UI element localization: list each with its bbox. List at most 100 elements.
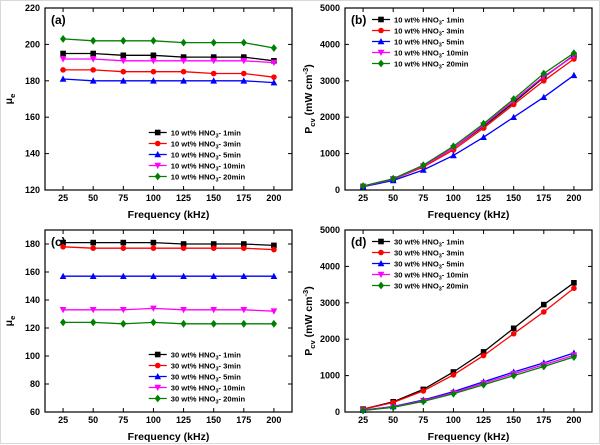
legend-entry-label: 10 wt% HNO3- 3min xyxy=(394,27,465,38)
data-point-marker xyxy=(180,272,187,279)
series-line xyxy=(362,52,575,187)
legend-entry-label: 10 wt% HNO3- 5min xyxy=(394,38,465,49)
x-tick-label: 25 xyxy=(58,193,68,203)
data-point-marker xyxy=(541,309,547,315)
data-point-marker xyxy=(571,285,577,292)
data-point-marker xyxy=(154,384,162,391)
data-point-marker xyxy=(570,71,578,79)
x-tick-label: 125 xyxy=(176,415,191,425)
x-tick-label: 100 xyxy=(446,415,461,425)
series-line xyxy=(63,69,274,78)
y-tick-label: 5000 xyxy=(320,225,340,235)
data-point-marker xyxy=(150,68,157,75)
data-point-marker xyxy=(510,95,517,103)
series-line xyxy=(63,321,274,325)
data-point-marker xyxy=(360,406,367,415)
panel-label: (b) xyxy=(351,13,366,27)
y-tick-label: 4000 xyxy=(320,39,340,49)
legend-entry-label: 30 wt% HNO3- 5min xyxy=(394,260,465,271)
panel-label: (d) xyxy=(351,235,366,249)
x-axis-label: Frequency (kHz) xyxy=(428,209,510,221)
data-point-marker xyxy=(120,36,127,45)
data-point-marker xyxy=(120,319,127,328)
data-point-marker xyxy=(240,38,247,47)
series-line xyxy=(63,38,275,49)
x-tick-label: 150 xyxy=(506,193,521,203)
x-tick-label: 50 xyxy=(388,193,398,203)
data-point-marker xyxy=(89,77,97,84)
x-tick-label: 125 xyxy=(476,415,491,425)
data-point-marker xyxy=(180,319,187,328)
y-tick-label: 220 xyxy=(25,3,40,13)
series-line xyxy=(362,74,575,188)
legend-entry-label: 30 wt% HNO3- 5min xyxy=(171,373,242,384)
x-tick-label: 25 xyxy=(358,193,368,203)
y-tick-label: 160 xyxy=(25,112,40,122)
x-tick-label: 150 xyxy=(206,193,221,203)
x-axis-label: Frequency (kHz) xyxy=(128,209,210,221)
chart-b-powerloss-10wt: 25 50 75 100 125 150 175 2000100020003000400050… xyxy=(301,3,593,221)
legend-entry-label: 10 wt% HNO3- 3min xyxy=(171,140,242,151)
y-tick-label: 4000 xyxy=(320,261,340,271)
data-point-marker xyxy=(420,388,427,394)
x-tick-label: 75 xyxy=(118,193,128,203)
data-point-marker xyxy=(210,307,217,314)
data-point-marker xyxy=(210,272,217,279)
data-point-marker xyxy=(150,77,157,84)
data-point-marker xyxy=(150,239,157,246)
data-point-marker xyxy=(571,280,577,286)
legend-entry-label: 10 wt% HNO3- 10min xyxy=(171,162,246,173)
plot-frame xyxy=(44,229,293,413)
legend-entry-label: 10 wt% HNO3- 20min xyxy=(394,60,469,71)
data-point-marker xyxy=(89,307,97,314)
x-tick-label: 50 xyxy=(88,415,98,425)
data-point-marker xyxy=(90,36,97,45)
data-point-marker xyxy=(90,239,96,246)
legend-entry-label: 10 wt% HNO3- 20min xyxy=(171,173,246,184)
chart-a-permeability-10wt: 25 50 75 100 125 150 175 200 120 140 160 180 200 220 F… xyxy=(3,3,293,221)
data-point-marker xyxy=(180,245,187,251)
legend-entry-label: 30 wt% HNO3- 1min xyxy=(171,351,242,362)
data-point-marker xyxy=(89,56,97,63)
data-point-marker xyxy=(60,244,66,250)
y-tick-label: 3000 xyxy=(320,298,340,308)
legend-entry-label: 10 wt% HNO3- 5min xyxy=(171,151,242,162)
data-point-marker xyxy=(180,307,187,314)
data-point-marker xyxy=(154,373,162,380)
y-axis-label: Pcv (mW cm-3) xyxy=(301,64,317,133)
data-point-marker xyxy=(154,172,161,181)
y-tick-label: 1000 xyxy=(320,149,340,159)
data-point-marker xyxy=(150,58,157,65)
y-tick-label: 2000 xyxy=(320,334,340,344)
data-point-marker xyxy=(150,52,157,59)
x-tick-label: 75 xyxy=(418,193,428,203)
data-point-marker xyxy=(480,119,487,128)
data-point-marker xyxy=(90,245,96,251)
data-point-marker xyxy=(59,56,67,63)
data-point-marker xyxy=(271,242,277,249)
data-point-marker xyxy=(120,245,127,251)
data-point-marker xyxy=(541,301,547,308)
legend-entry-label: 10 wt% HNO3- 10min xyxy=(394,49,469,60)
data-point-marker xyxy=(540,69,547,78)
data-point-marker xyxy=(210,245,217,251)
data-point-marker xyxy=(510,371,517,380)
data-point-marker xyxy=(377,271,385,278)
x-tick-label: 125 xyxy=(176,193,191,203)
panel-label: (a) xyxy=(51,13,66,27)
data-point-marker xyxy=(150,305,157,312)
data-point-marker xyxy=(120,239,127,246)
data-point-marker xyxy=(390,403,397,412)
y-tick-label: 140 xyxy=(25,295,40,305)
x-tick-label: 200 xyxy=(266,415,281,425)
data-point-marker xyxy=(271,246,277,253)
x-tick-label: 200 xyxy=(566,193,581,203)
data-point-marker xyxy=(60,239,66,246)
series-line xyxy=(63,307,274,312)
data-point-marker xyxy=(510,325,517,332)
data-point-marker xyxy=(450,372,457,378)
series-line xyxy=(362,282,575,410)
data-point-marker xyxy=(270,59,278,67)
y-axis-label: Pcv (mW cm-3) xyxy=(301,286,317,355)
